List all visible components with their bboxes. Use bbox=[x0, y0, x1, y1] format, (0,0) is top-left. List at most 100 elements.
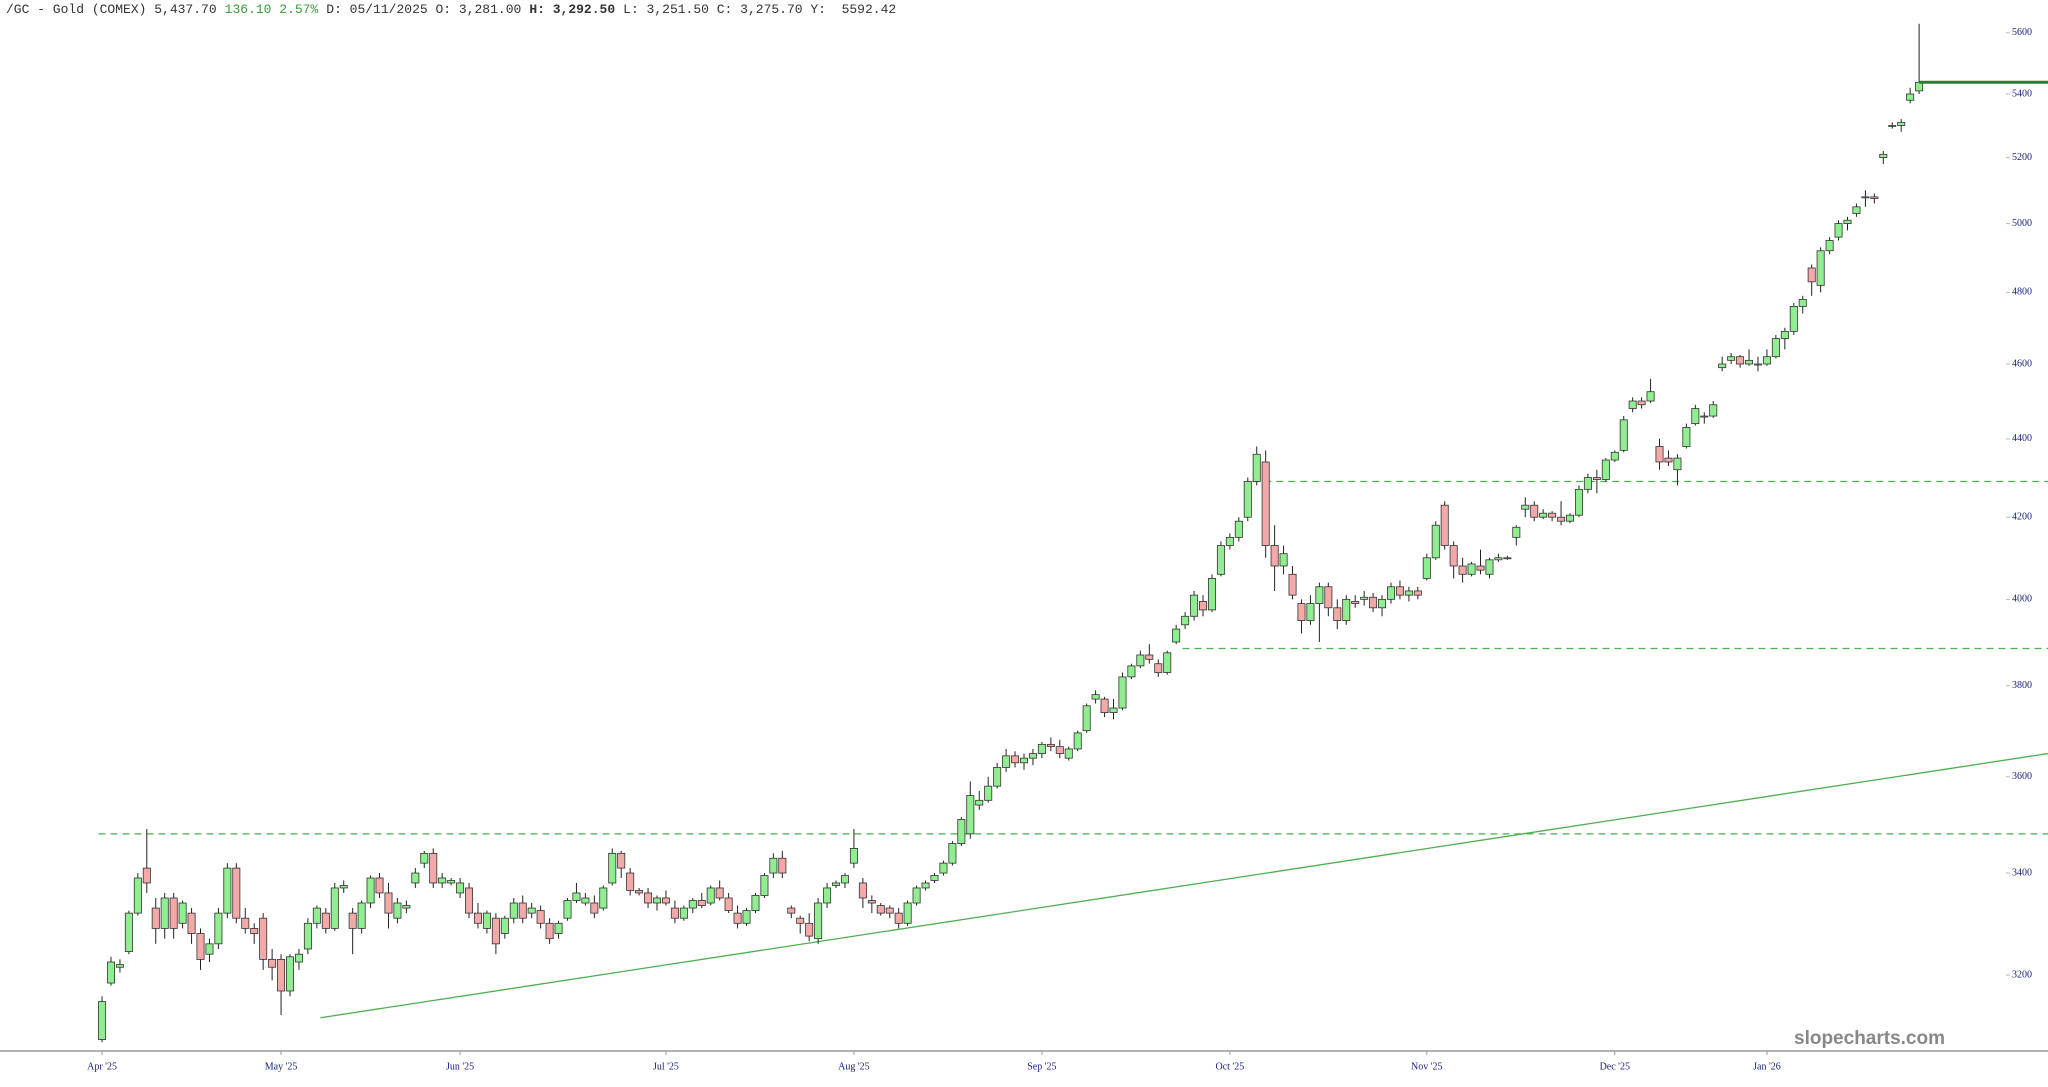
candle-body bbox=[1351, 601, 1360, 604]
candle-body bbox=[1574, 488, 1583, 516]
candle-body bbox=[241, 917, 250, 929]
candle-body bbox=[214, 912, 223, 945]
candle-body bbox=[1431, 524, 1440, 559]
candle-body bbox=[115, 964, 124, 968]
candle-body bbox=[1145, 654, 1154, 660]
candle-body bbox=[1449, 545, 1458, 567]
candle-body bbox=[1557, 516, 1566, 522]
candle-body bbox=[187, 912, 196, 934]
candle-body bbox=[670, 907, 679, 919]
candle-body bbox=[124, 912, 133, 953]
header-field: H: 3,292.50 bbox=[529, 2, 616, 17]
candle-body bbox=[1100, 698, 1109, 713]
x-tick-label: Aug '25 bbox=[838, 1061, 870, 1072]
candle-body bbox=[1020, 757, 1029, 764]
candle-body bbox=[339, 885, 348, 889]
header-field: L: 3,251.50 C: 3,275.70 Y: 5592.42 bbox=[623, 2, 897, 17]
candle-body bbox=[921, 882, 930, 889]
candle-body bbox=[259, 917, 268, 960]
candle-body bbox=[1207, 578, 1216, 611]
candle-body bbox=[1539, 512, 1548, 518]
candle-body bbox=[688, 900, 697, 909]
candle-body bbox=[348, 912, 357, 929]
x-tick-label: Jul '25 bbox=[653, 1061, 679, 1072]
candle-body bbox=[536, 910, 545, 924]
candle-body bbox=[1055, 746, 1064, 754]
candle-body bbox=[769, 857, 778, 874]
candle-body bbox=[1082, 705, 1091, 732]
candle-body bbox=[1834, 223, 1843, 238]
candle-body bbox=[948, 843, 957, 864]
candle-body bbox=[939, 862, 948, 874]
candle-body bbox=[778, 857, 787, 874]
candle-body bbox=[733, 912, 742, 924]
x-tick-label: May '25 bbox=[265, 1061, 298, 1072]
candle-body bbox=[742, 910, 751, 924]
candle-body bbox=[1843, 219, 1852, 224]
candle-body bbox=[294, 953, 303, 963]
candle-body bbox=[1011, 755, 1020, 764]
candle-body bbox=[1762, 356, 1771, 365]
candle-body bbox=[357, 902, 366, 929]
candle-body bbox=[1512, 526, 1521, 538]
candle-body bbox=[1342, 598, 1351, 621]
candle-body bbox=[366, 877, 375, 904]
candle-body bbox=[1181, 615, 1190, 626]
candle-body bbox=[482, 912, 491, 929]
x-tick-label: Dec '25 bbox=[1600, 1061, 1630, 1072]
candle-body bbox=[545, 922, 554, 940]
candle-body bbox=[1664, 457, 1673, 463]
candle-body bbox=[1172, 628, 1181, 643]
candle-body bbox=[303, 922, 312, 950]
candle-body bbox=[1440, 504, 1449, 546]
candle-body bbox=[223, 867, 232, 914]
candle-body bbox=[1494, 557, 1503, 561]
candle-body bbox=[1825, 240, 1834, 252]
candle-body bbox=[205, 943, 214, 955]
candle-body bbox=[160, 897, 169, 929]
candle-body bbox=[876, 905, 885, 914]
candle-body bbox=[1261, 461, 1270, 546]
candle-body bbox=[1646, 391, 1655, 402]
candle-body bbox=[1682, 427, 1691, 447]
candle-body bbox=[1091, 694, 1100, 700]
candle-body bbox=[1673, 457, 1682, 471]
candle-body bbox=[1727, 356, 1736, 361]
y-tick-label: 3400 bbox=[2012, 867, 2032, 878]
candle-body bbox=[787, 907, 796, 914]
candle-body bbox=[438, 877, 447, 884]
candle-body bbox=[1870, 196, 1879, 199]
candle-body bbox=[133, 877, 142, 914]
candle-body bbox=[1736, 356, 1745, 365]
candle-body bbox=[957, 819, 966, 844]
candle-body bbox=[429, 852, 438, 884]
candle-body bbox=[447, 880, 456, 884]
candle-body bbox=[849, 848, 858, 864]
x-tick-label: Jun '25 bbox=[446, 1061, 474, 1072]
candle-body bbox=[635, 890, 644, 894]
candle-body bbox=[393, 902, 402, 919]
candle-body bbox=[1771, 338, 1780, 358]
candle-body bbox=[169, 897, 178, 929]
candle-body bbox=[1279, 553, 1288, 567]
candle-body bbox=[142, 867, 151, 884]
candle-body bbox=[465, 887, 474, 914]
candle-body bbox=[1521, 504, 1530, 510]
candle-body bbox=[599, 887, 608, 909]
candle-body bbox=[590, 902, 599, 914]
candle-body bbox=[751, 895, 760, 911]
candle-body bbox=[1691, 408, 1700, 425]
candle-body bbox=[1888, 125, 1897, 127]
y-tick-label: 4400 bbox=[2012, 433, 2032, 444]
y-tick-label: 4000 bbox=[2012, 594, 2032, 605]
x-tick-label: Nov '25 bbox=[1411, 1061, 1443, 1072]
candle-body bbox=[1028, 753, 1037, 759]
candle-body bbox=[1378, 598, 1387, 609]
candle-body bbox=[250, 928, 259, 934]
candle-body bbox=[1324, 586, 1333, 609]
candle-body bbox=[1476, 565, 1485, 571]
candle-body bbox=[832, 882, 841, 886]
candle-body bbox=[420, 852, 429, 864]
candle-body bbox=[903, 902, 912, 924]
candle-body bbox=[1879, 153, 1888, 158]
